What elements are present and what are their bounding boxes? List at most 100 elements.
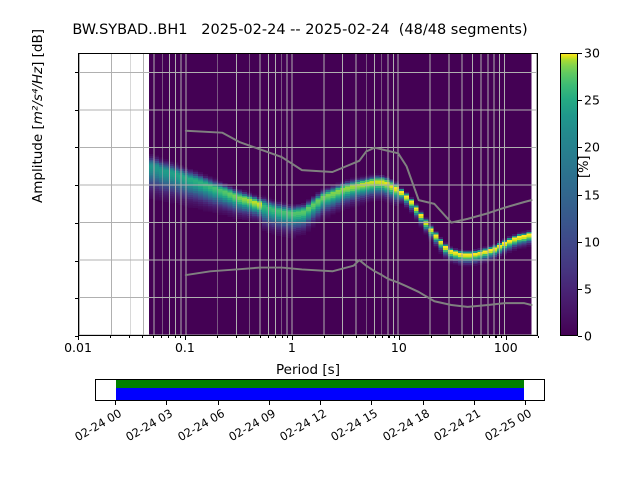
- ppsd-cell: [281, 201, 287, 204]
- ppsd-cell: [251, 195, 257, 198]
- colorbar-tick-label: 0: [584, 328, 592, 344]
- ppsd-cell: [207, 196, 213, 199]
- ppsd-cell: [237, 213, 243, 216]
- ppsd-cell: [335, 188, 341, 191]
- ppsd-cell: [305, 207, 311, 209]
- x-tick-mark-minor: [180, 336, 182, 339]
- ppsd-cell: [305, 227, 311, 230]
- ppsd-cell: [148, 154, 154, 157]
- timeline-tick-label: 02-24 03: [123, 406, 176, 444]
- ppsd-cell: [261, 208, 267, 211]
- ppsd-cell: [487, 250, 493, 253]
- ppsd-cell: [487, 245, 493, 248]
- ppsd-cell: [291, 212, 297, 214]
- ppsd-cell: [428, 224, 434, 227]
- ppsd-cell: [291, 236, 297, 239]
- ppsd-cell: [261, 217, 267, 220]
- ppsd-cell: [310, 201, 316, 204]
- ppsd-cell: [305, 218, 311, 221]
- ppsd-cell: [222, 209, 228, 212]
- ppsd-cell: [232, 217, 238, 220]
- ppsd-cell: [168, 184, 174, 187]
- ppsd-cell: [482, 254, 488, 257]
- ppsd-cell: [158, 176, 164, 179]
- ppsd-cell: [350, 185, 355, 188]
- ppsd-cell: [153, 183, 159, 186]
- ppsd-cell: [193, 200, 199, 203]
- ppsd-cell: [276, 224, 282, 227]
- ppsd-cell: [354, 178, 360, 181]
- x-tick-mark-minor: [235, 336, 238, 339]
- ppsd-cell: [202, 192, 208, 195]
- ppsd-cell: [237, 192, 243, 195]
- segment-timeline[interactable]: [95, 379, 545, 401]
- ppsd-cell: [148, 157, 154, 160]
- ppsd-cell: [325, 208, 331, 211]
- ppsd-cell: [163, 172, 169, 174]
- ppsd-cell: [457, 254, 463, 257]
- timeline-green-bar: [116, 380, 524, 388]
- ppsd-cell: [521, 231, 527, 234]
- colorbar-tick-mark: [578, 100, 582, 102]
- timeline-tick-mark: [115, 401, 117, 405]
- ppsd-cell: [389, 190, 395, 192]
- ppsd-cell: [301, 208, 306, 211]
- colorbar-tick-mark: [578, 336, 582, 337]
- noise-model-curve: [184, 259, 533, 308]
- ppsd-cell: [217, 188, 223, 191]
- ppsd-cell: [148, 174, 154, 177]
- ppsd-cell: [256, 215, 262, 218]
- ppsd-cell: [438, 242, 444, 245]
- ppsd-cell: [237, 188, 243, 191]
- ppsd-cell: [482, 259, 488, 262]
- ppsd-cell: [193, 175, 199, 178]
- ppsd-cell: [345, 190, 351, 193]
- ppsd-cell: [526, 231, 532, 234]
- ppsd-cell: [315, 214, 321, 217]
- ppsd-cell: [251, 219, 257, 222]
- ppsd-cell: [286, 215, 292, 218]
- x-tick-mark-major: [184, 336, 187, 340]
- ppsd-cell: [325, 188, 331, 191]
- ppsd-cell: [251, 217, 257, 220]
- ppsd-cell: [276, 233, 282, 236]
- colorbar-tick-mark: [578, 147, 582, 149]
- ppsd-cell: [188, 206, 194, 209]
- ppsd-cell: [492, 255, 498, 257]
- ppsd-cell: [350, 177, 355, 180]
- ppsd-cell: [286, 217, 292, 220]
- ppsd-cell: [320, 209, 326, 212]
- ppsd-cell: [168, 167, 174, 170]
- ppsd-cell: [354, 180, 360, 183]
- ppsd-plot-area[interactable]: [78, 53, 538, 336]
- ppsd-cell: [296, 228, 302, 231]
- ppsd-cell: [384, 198, 390, 201]
- ppsd-cell: [158, 180, 164, 182]
- ppsd-cell: [354, 204, 360, 207]
- ppsd-cell: [310, 206, 316, 209]
- colorbar[interactable]: [560, 53, 578, 336]
- ppsd-cell: [207, 179, 213, 182]
- ppsd-cell: [202, 181, 208, 184]
- ppsd-cell: [281, 203, 287, 206]
- ppsd-cell: [384, 189, 390, 192]
- ppsd-cell: [286, 207, 292, 210]
- ppsd-cell: [345, 199, 351, 202]
- ppsd-cell: [443, 246, 449, 249]
- ppsd-cell: [281, 235, 287, 238]
- ppsd-cell: [359, 184, 365, 187]
- x-tick-mark-minor: [473, 336, 475, 339]
- ppsd-cell: [251, 210, 257, 213]
- ppsd-cell: [242, 218, 248, 221]
- ppsd-cell: [286, 228, 292, 231]
- ppsd-cell: [492, 247, 498, 250]
- x-tick-mark-minor: [342, 336, 345, 339]
- ppsd-cell: [457, 253, 463, 255]
- colorbar-tick-label: 20: [584, 139, 600, 155]
- ppsd-cell: [330, 197, 336, 200]
- ppsd-cell: [202, 187, 208, 189]
- ppsd-cell: [163, 196, 169, 199]
- x-tick-mark-minor: [324, 336, 326, 339]
- ppsd-cell: [477, 251, 483, 254]
